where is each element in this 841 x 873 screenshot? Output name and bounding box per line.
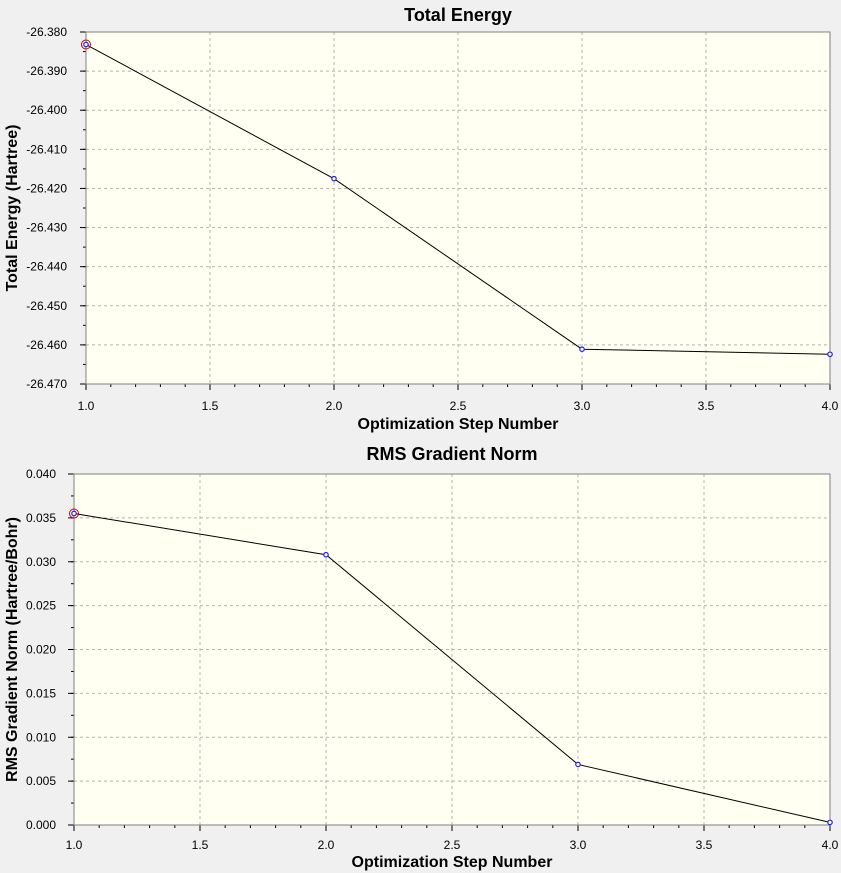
data-point	[83, 41, 89, 48]
highlight-ring	[69, 508, 79, 519]
x-tick-label: 2.0	[318, 838, 335, 852]
x-tick-label: 1.5	[202, 399, 219, 413]
x-tick-label: 3.0	[574, 399, 591, 413]
y-tick-label: -26.400	[26, 103, 67, 117]
y-tick-label: -26.430	[26, 221, 67, 235]
series-line	[85, 44, 831, 355]
x-tick-label: 4.0	[822, 399, 839, 413]
data-point	[827, 351, 833, 358]
y-tick-label: -26.410	[26, 142, 67, 156]
x-tick-label: 2.5	[450, 399, 467, 413]
plot-frame	[73, 473, 831, 826]
x-tick-label: 2.5	[444, 838, 461, 852]
x-tick-label: 3.5	[696, 838, 713, 852]
x-tick-label: 3.5	[698, 399, 715, 413]
y-tick-label: -26.440	[26, 260, 67, 274]
rms-gradient-chart: 1.0 1.5 2.0 2.5 3.0 3.5 4.0 0.040 0.035 0.030 0.02…	[4, 444, 839, 871]
y-tick-label: 0.020	[26, 643, 56, 657]
highlight-ring	[81, 39, 91, 50]
x-tick-label: 4.0	[822, 838, 839, 852]
x-axis-label: Optimization Step Number	[358, 416, 559, 433]
y-tick-label: 0.035	[26, 511, 56, 525]
y-tick-label: -26.460	[26, 338, 67, 352]
x-tick-label: 2.0	[326, 399, 343, 413]
data-point	[575, 761, 581, 768]
y-axis-label: Total Energy (Hartree)	[4, 125, 21, 292]
plot-frame	[85, 31, 831, 385]
y-axis-label: RMS Gradient Norm (Hartree/Bohr)	[4, 517, 21, 782]
x-tick-label: 1.0	[78, 399, 95, 413]
total-energy-chart: 1.0 1.5 2.0 2.5 3.0 3.5 4.0 -26.380 -26.390 -26.4…	[4, 5, 839, 433]
y-tick-label: -26.470	[26, 377, 67, 391]
y-tick-label: 0.040	[26, 467, 56, 481]
x-axis-label: Optimization Step Number	[352, 854, 553, 871]
y-tick-label: 0.025	[26, 599, 56, 613]
data-point	[71, 510, 77, 517]
y-tick-label: -26.390	[26, 64, 67, 78]
chart-title: Total Energy	[404, 5, 512, 25]
y-tick-label: 0.000	[26, 818, 56, 832]
x-tick-label: 1.0	[66, 838, 83, 852]
chart-title: RMS Gradient Norm	[366, 444, 537, 464]
data-point	[827, 819, 833, 826]
y-tick-label: 0.030	[26, 555, 56, 569]
data-point	[579, 346, 585, 352]
y-tick-label: -26.420	[26, 181, 67, 195]
y-tick-label: -26.380	[26, 25, 67, 39]
y-tick-label: 0.015	[26, 686, 56, 700]
x-tick-label: 3.0	[570, 838, 587, 852]
y-tick-label: 0.010	[26, 730, 56, 744]
y-tick-label: 0.005	[26, 774, 56, 788]
data-point	[323, 551, 329, 558]
x-tick-label: 1.5	[192, 838, 209, 852]
series-line	[73, 512, 831, 823]
y-tick-label: -26.450	[26, 299, 67, 313]
data-point	[331, 175, 337, 182]
